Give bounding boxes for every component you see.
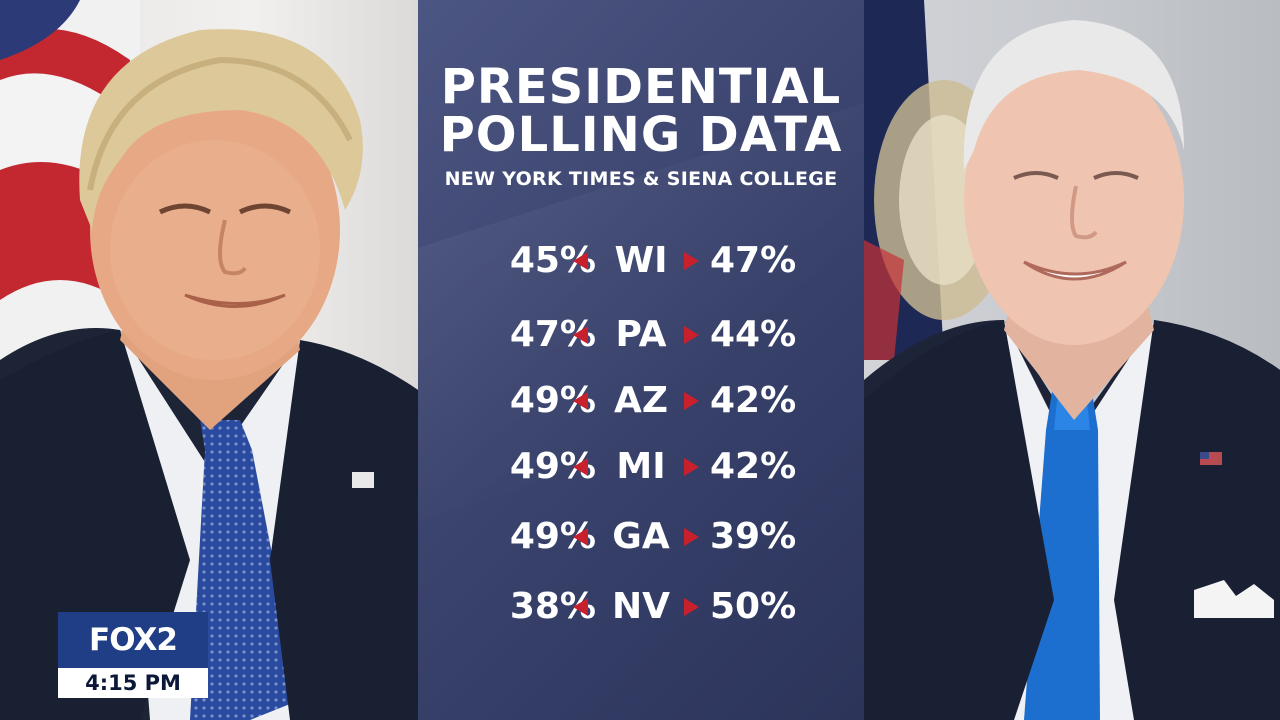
triangle-left-icon [573, 252, 588, 270]
station-bug: FOX2 4:15 PM [58, 612, 208, 698]
poll-row-ga: 49% GA 39% [418, 513, 864, 561]
triangle-left-icon [573, 528, 588, 546]
triangle-left-icon [573, 458, 588, 476]
triangle-left-icon [573, 598, 588, 616]
triangle-right-icon [684, 252, 699, 270]
right-candidate-portrait [864, 0, 1280, 720]
poll-row-az: 49% AZ 42% [418, 377, 864, 425]
panel-subtitle: NEW YORK TIMES & SIENA COLLEGE [444, 168, 838, 190]
right-portrait-illustration [864, 0, 1280, 720]
right-percent: 42% [710, 380, 797, 421]
flag-pin-icon [352, 472, 374, 488]
triangle-left-icon [573, 326, 588, 344]
broadcast-time: 4:15 PM [58, 668, 208, 698]
triangle-right-icon [684, 528, 699, 546]
polling-panel: PRESIDENTIAL POLLING DATA NEW YORK TIMES… [418, 0, 864, 720]
state-label: GA [612, 516, 670, 557]
state-label: MI [616, 446, 666, 487]
right-percent: 50% [710, 586, 797, 627]
state-label: WI [614, 240, 668, 281]
poll-row-mi: 49% MI 42% [418, 443, 864, 491]
right-percent: 39% [710, 516, 797, 557]
right-percent: 47% [710, 240, 797, 281]
right-percent: 42% [710, 446, 797, 487]
pocket-square-icon [1194, 580, 1274, 618]
state-label: PA [615, 314, 667, 355]
triangle-right-icon [684, 392, 699, 410]
state-label: AZ [614, 380, 668, 421]
state-label: NV [612, 586, 670, 627]
poll-row-nv: 38% NV 50% [418, 583, 864, 631]
triangle-right-icon [684, 458, 699, 476]
poll-row-pa: 47% PA 44% [418, 311, 864, 359]
triangle-right-icon [684, 326, 699, 344]
panel-title-line-1: PRESIDENTIAL [440, 59, 842, 115]
panel-title-line-2: POLLING DATA [439, 107, 843, 163]
triangle-left-icon [573, 392, 588, 410]
station-logo-box: FOX2 [58, 612, 208, 668]
poll-row-wi: 45% WI 47% [418, 237, 864, 285]
fox2-logo: FOX2 [89, 622, 178, 658]
right-percent: 44% [710, 314, 797, 355]
triangle-right-icon [684, 598, 699, 616]
